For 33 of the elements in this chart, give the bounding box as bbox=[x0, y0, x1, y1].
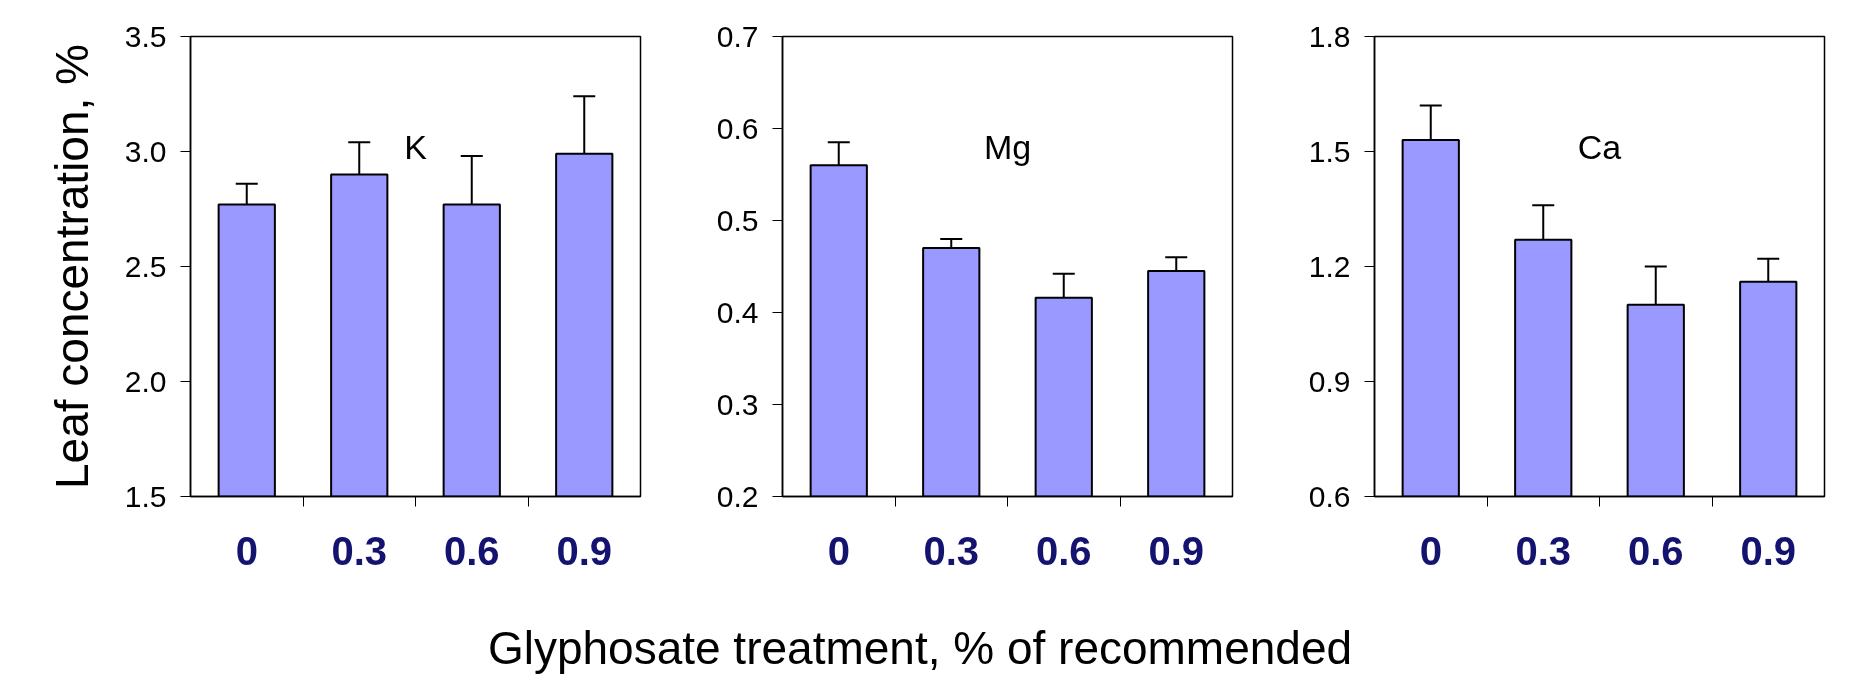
y-tick-label: 1.2 bbox=[1308, 249, 1351, 283]
x-tick-label: 0.6 bbox=[443, 528, 500, 573]
text: K bbox=[404, 127, 428, 166]
x-tick-label: 0.6 bbox=[1627, 528, 1684, 573]
x-tick-label: 0.9 bbox=[1740, 528, 1797, 573]
text: Mg bbox=[983, 127, 1032, 166]
y-tick-label: 3.0 bbox=[124, 134, 167, 168]
y-tick-label: 0.7 bbox=[716, 19, 759, 53]
y-tick-label: 3.5 bbox=[124, 19, 167, 53]
y-tick-label: 1.5 bbox=[124, 479, 167, 513]
y-tick-label: 0.4 bbox=[716, 295, 759, 329]
x-tick-label: 0.9 bbox=[556, 528, 613, 573]
y-tick-label: 2.0 bbox=[124, 364, 167, 398]
x-tick-label: 0.3 bbox=[923, 528, 980, 573]
y-tick-label: 0.9 bbox=[1308, 364, 1351, 398]
y-tick-label: 2.5 bbox=[124, 249, 167, 283]
y-tick-label: 1.5 bbox=[1308, 134, 1351, 168]
y-tick-label: 0.6 bbox=[1308, 479, 1351, 513]
x-tick-label: 0 bbox=[827, 528, 850, 573]
x-axis-title: Glyphosate treatment, % of recommended bbox=[487, 621, 1353, 676]
x-tick-label: 0 bbox=[1419, 528, 1442, 573]
y-tick-label: 0.2 bbox=[716, 479, 759, 513]
y-axis-title: Leaf concentration, % bbox=[45, 44, 98, 489]
text: Ca bbox=[1577, 127, 1622, 166]
y-tick-label: 0.5 bbox=[716, 203, 759, 237]
x-tick-label: 0.3 bbox=[1515, 528, 1572, 573]
x-tick-label: 0.9 bbox=[1148, 528, 1205, 573]
y-tick-label: 0.6 bbox=[716, 111, 759, 145]
y-tick-label: 1.8 bbox=[1308, 19, 1351, 53]
y-tick-label: 0.3 bbox=[716, 387, 759, 421]
x-tick-label: 0.3 bbox=[331, 528, 388, 573]
x-tick-label: 0.6 bbox=[1035, 528, 1092, 573]
x-tick-label: 0 bbox=[235, 528, 258, 573]
